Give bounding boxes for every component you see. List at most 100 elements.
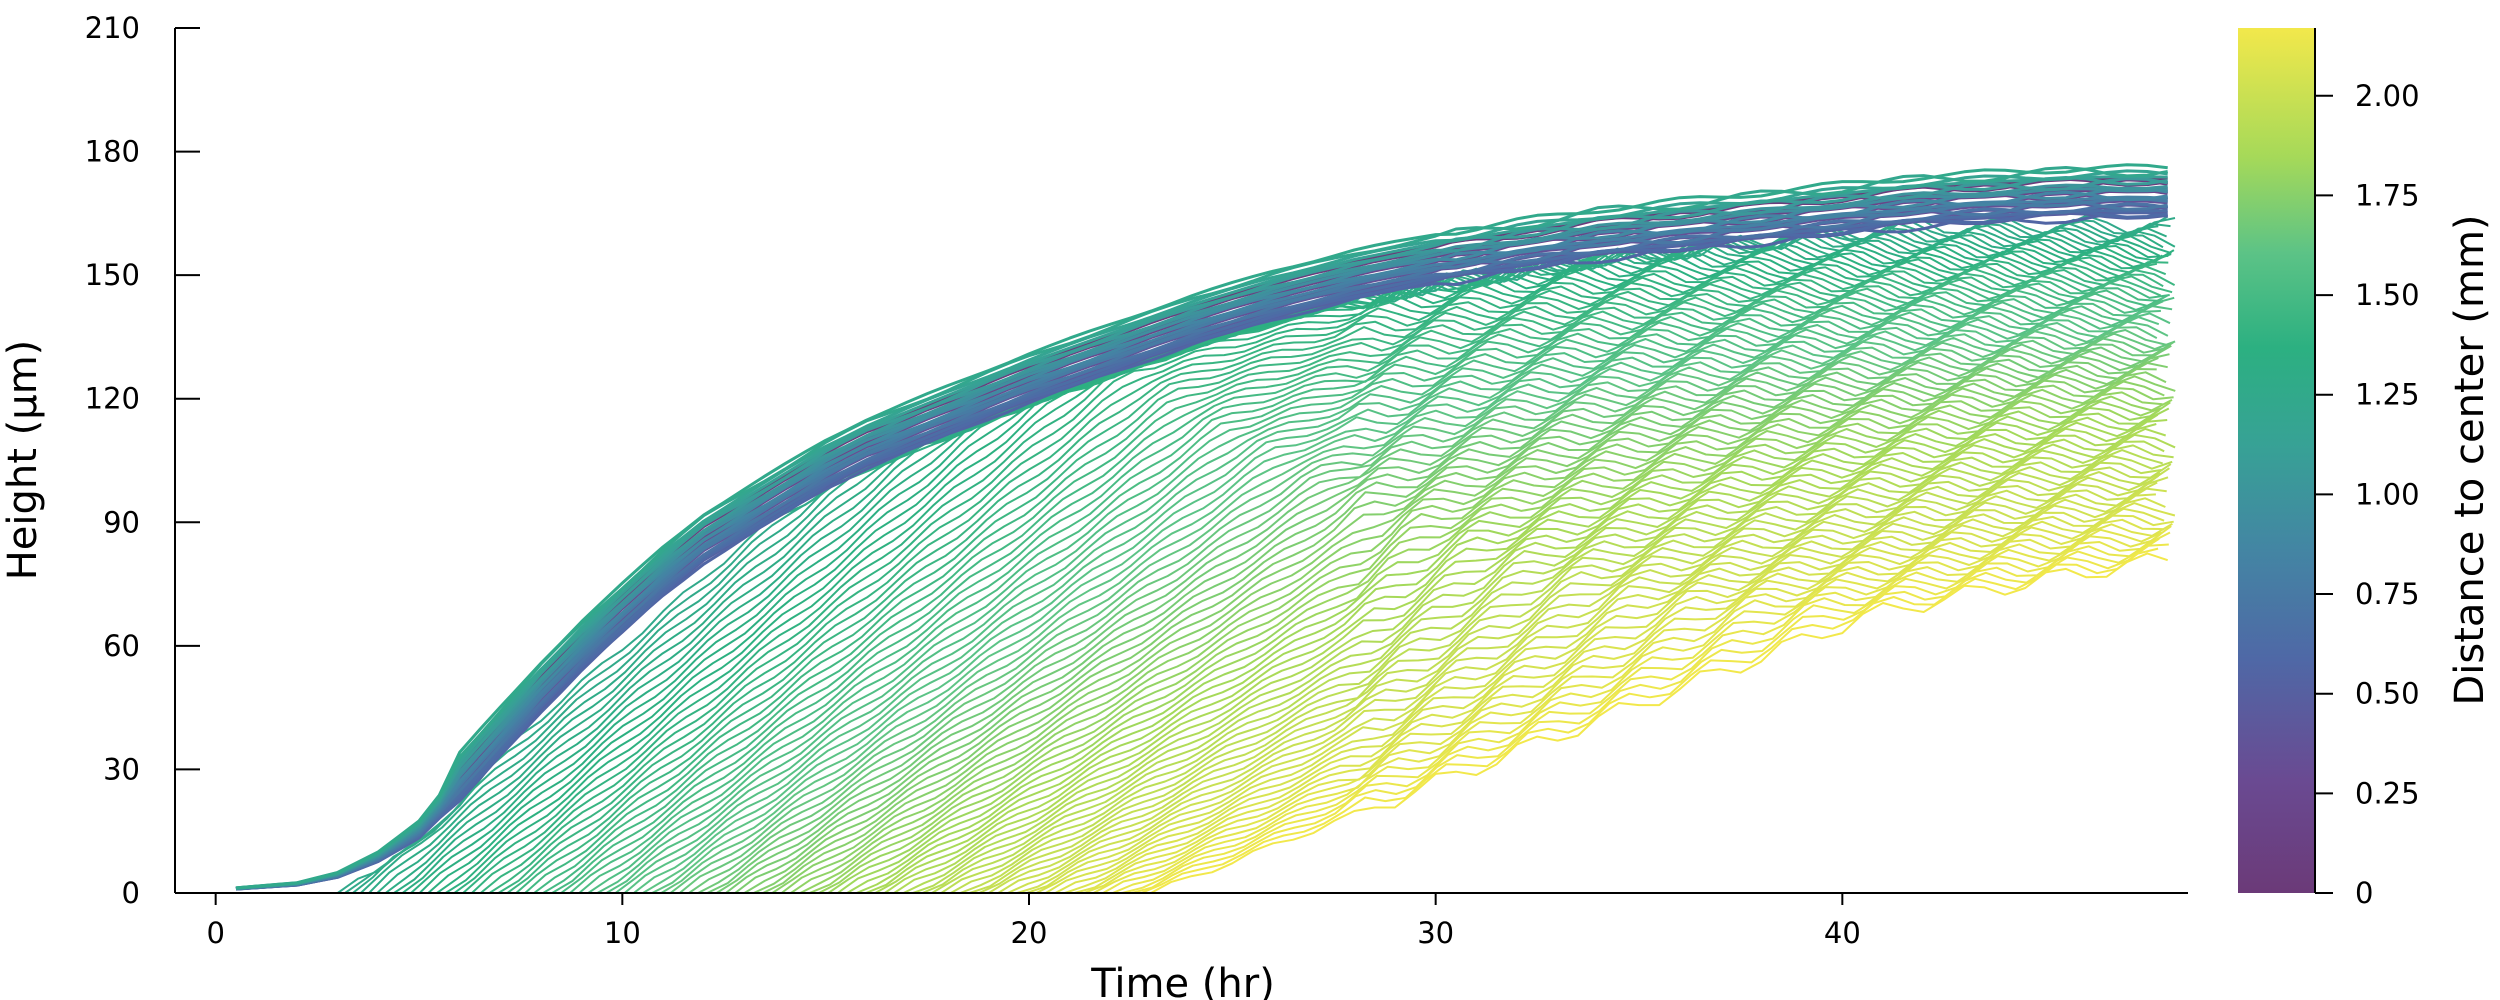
series-line: [1054, 514, 2174, 894]
series-line: [578, 295, 2166, 894]
colorbar-tick-label: 1.50: [2355, 278, 2420, 312]
series-line: [480, 261, 2169, 894]
series-line: [596, 300, 2164, 894]
series-line: [827, 401, 2171, 894]
series-line: [235, 210, 2168, 891]
series-line: [235, 187, 2168, 890]
series-line: [587, 296, 2175, 894]
series-line: [669, 332, 2176, 894]
y-tick: 90: [103, 505, 200, 539]
x-tick: 40: [1824, 893, 1861, 950]
series-line: [865, 419, 2168, 894]
colorbar-tick-label: 2.00: [2355, 79, 2420, 113]
series-line: [506, 268, 2176, 894]
x-axis-ticks: 0 10 20 30 40: [206, 893, 1861, 950]
series-line: [716, 350, 2161, 894]
colorbar-title: Distance to center (mm): [2447, 214, 2493, 705]
x-tick-label: 40: [1824, 916, 1861, 950]
series-line: [393, 233, 2164, 894]
series-line: [1035, 502, 2176, 894]
series-line: [533, 278, 2162, 894]
series-line: [743, 362, 2168, 894]
x-tick-label: 30: [1417, 916, 1454, 950]
series-line: [235, 175, 2168, 890]
series-line: [1045, 507, 2165, 894]
colorbar-tick-label: 1.00: [2355, 477, 2420, 511]
colorbar-tick: 0.25: [2315, 776, 2420, 810]
series-line: [706, 344, 2172, 894]
series-line: [950, 463, 2172, 894]
series-line: [725, 353, 2170, 894]
colorbar-tick-label: 1.75: [2355, 178, 2420, 212]
y-axis-ticks: 0 30 60 90 120 150 180 210: [85, 11, 200, 910]
series-line: [679, 337, 2165, 894]
y-tick: 60: [103, 629, 200, 663]
series-line: [235, 177, 2168, 890]
series-line: [651, 326, 2158, 894]
series-line: [771, 375, 2176, 894]
colorbar: 0 0.25 0.50 0.75 1.00 1.25 1.50 1.75 2.00 Distan…: [2238, 28, 2493, 910]
colorbar-ticks: 0 0.25 0.50 0.75 1.00 1.25 1.50 1.75 2.00: [2315, 79, 2420, 910]
series-line: [497, 265, 2167, 894]
series-line: [809, 395, 2173, 894]
series-line: [488, 262, 2158, 894]
y-tick: 120: [85, 382, 200, 416]
colorbar-tick-label: 0.25: [2355, 776, 2420, 810]
series-line: [642, 320, 2169, 894]
y-tick: 150: [85, 258, 200, 292]
series-line: [1016, 493, 2156, 894]
series-line: [799, 391, 2163, 894]
colorbar-tick: 1.75: [2315, 178, 2420, 212]
y-tick-label: 120: [85, 382, 140, 416]
series-line: [697, 346, 2163, 894]
series-line: [903, 440, 2165, 894]
y-axis-title: Height (µm): [0, 340, 46, 581]
series-line: [515, 273, 2164, 894]
y-tick: 180: [85, 135, 200, 169]
series-line: [978, 474, 2160, 894]
series-line: [235, 169, 2168, 890]
series-line: [837, 409, 2160, 894]
series-line: [235, 202, 2168, 891]
series-line: [753, 368, 2157, 894]
series-line: [884, 427, 2167, 894]
series-line: [542, 282, 2170, 894]
series-line: [235, 195, 2168, 891]
y-tick: 30: [103, 752, 200, 786]
colorbar-gradient: [2238, 28, 2315, 893]
colorbar-tick: 2.00: [2315, 79, 2420, 113]
y-tick-label: 0: [122, 876, 140, 910]
series-line: [551, 287, 2159, 894]
y-tick-label: 150: [85, 258, 140, 292]
y-tick: 210: [85, 11, 200, 45]
colorbar-tick-label: 0.50: [2355, 677, 2420, 711]
x-tick: 30: [1417, 893, 1454, 950]
series-line: [688, 341, 2174, 894]
series-line: [1064, 518, 2163, 894]
series-line: [940, 461, 2162, 894]
series-line: [762, 371, 2167, 894]
series-line: [623, 312, 2171, 894]
colorbar-tick: 1.25: [2315, 378, 2420, 412]
series-line: [1026, 497, 2166, 894]
series-line: [633, 316, 2160, 894]
y-tick-label: 210: [85, 11, 140, 45]
colorbar-tick: 1.50: [2315, 278, 2420, 312]
series-line: [790, 386, 2174, 894]
series-line: [1131, 543, 2169, 894]
y-tick-label: 180: [85, 135, 140, 169]
series-line: [1007, 487, 2167, 894]
y-tick-label: 30: [103, 752, 140, 786]
plot-axes: [174, 28, 2188, 894]
series-line: [1093, 525, 2172, 894]
y-tick: 0: [122, 876, 200, 910]
x-tick-label: 0: [206, 916, 224, 950]
series-line: [874, 423, 2157, 894]
series-line: [614, 309, 2161, 894]
colorbar-tick: 0.75: [2315, 577, 2420, 611]
x-axis-title: Time (hr): [1090, 961, 1275, 1000]
series-line: [1150, 552, 2169, 894]
series-line: [1121, 537, 2160, 894]
series-line: [1141, 547, 2159, 894]
